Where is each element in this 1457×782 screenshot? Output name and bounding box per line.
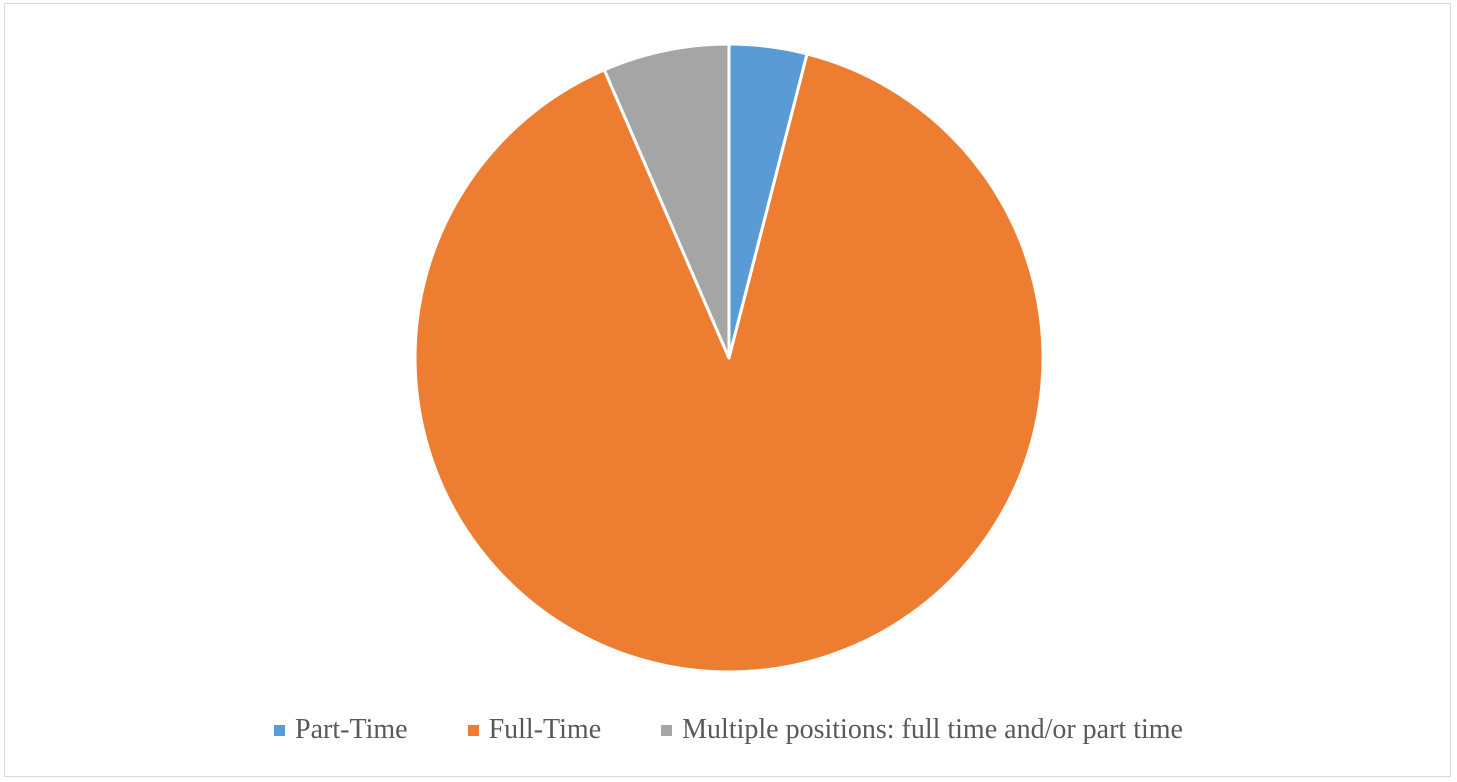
legend-item: Multiple positions: full time and/or par… (661, 716, 1183, 744)
legend-label: Full-Time (488, 714, 602, 745)
legend-label: Part-Time (295, 714, 408, 745)
chart-area: Part-Time Full-Time Multiple positions: fu… (4, 3, 1451, 777)
pie-slice-multiple-positions-full-time-and-or-part-time (602, 42, 731, 360)
legend-item: Part-Time (274, 716, 408, 744)
legend: Part-Time Full-Time Multiple positions: fu… (5, 716, 1452, 744)
legend-swatch (661, 724, 673, 736)
legend-item: Full-Time (467, 714, 602, 745)
pie-slice-full-time (413, 52, 1045, 674)
legend-swatch (274, 724, 286, 736)
legend-swatch (467, 724, 479, 736)
pie-chart (413, 42, 1045, 674)
legend-label: Multiple positions: full time and/or par… (682, 714, 1183, 745)
